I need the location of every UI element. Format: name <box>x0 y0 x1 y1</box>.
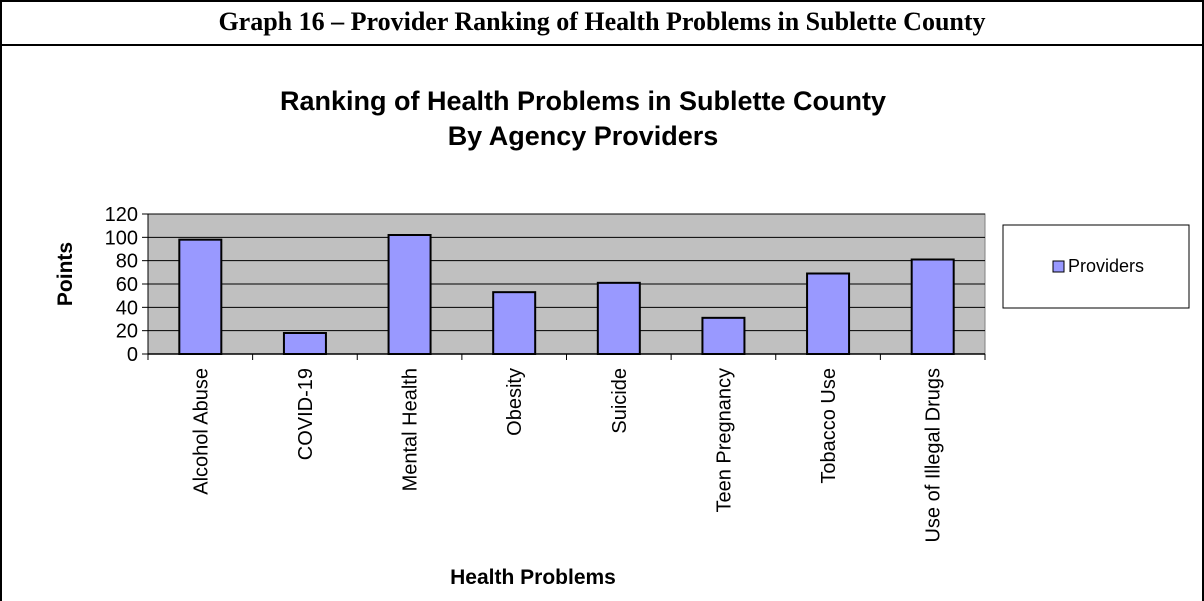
bar <box>701 316 746 356</box>
y-tick-label: 40 <box>116 297 138 319</box>
legend-label: Providers <box>1068 256 1144 276</box>
bars <box>178 234 955 356</box>
legend-swatch <box>1052 260 1065 273</box>
legend: Providers <box>1002 224 1190 309</box>
chart-title-line: Ranking of Health Problems in Sublette C… <box>280 86 886 116</box>
chart-title-group: Ranking of Health Problems in Sublette C… <box>280 86 886 151</box>
y-tick-label: 100 <box>105 227 138 249</box>
bar <box>806 272 851 355</box>
chart-title-line: By Agency Providers <box>448 121 719 151</box>
x-tick-labels: Alcohol Abuse COVID-19 Mental Health Obesit… <box>190 368 944 543</box>
y-tick-label: 120 <box>105 204 138 226</box>
gridlines <box>148 213 985 332</box>
y-tick-label: 0 <box>127 344 138 366</box>
x-tick-label: Tobacco Use <box>818 368 840 484</box>
x-tick-label: Suicide <box>609 368 631 434</box>
axes <box>142 213 986 360</box>
x-tick-label: Mental Health <box>400 368 422 491</box>
y-tick-label: 60 <box>116 274 138 296</box>
x-tick-label: Alcohol Abuse <box>190 368 212 495</box>
y-axis-label: Points <box>54 242 77 306</box>
graph-header: Graph 16 – Provider Ranking of Health Pr… <box>0 0 1204 46</box>
bar <box>178 238 223 356</box>
bar <box>387 234 432 355</box>
bar <box>596 281 641 356</box>
y-tick-label: 80 <box>116 251 138 273</box>
x-axis-label: Health Problems <box>450 566 616 589</box>
bar <box>282 332 327 355</box>
x-tick-label: Use of Illegal Drugs <box>923 368 945 543</box>
y-tick-label: 20 <box>116 321 138 343</box>
x-tick-label: COVID-19 <box>295 368 317 460</box>
legend-box <box>1002 224 1190 309</box>
x-tick-label: Teen Pregnancy <box>713 368 735 513</box>
x-tick-label: Obesity <box>504 368 526 436</box>
bar <box>492 291 537 355</box>
bar <box>910 258 955 355</box>
